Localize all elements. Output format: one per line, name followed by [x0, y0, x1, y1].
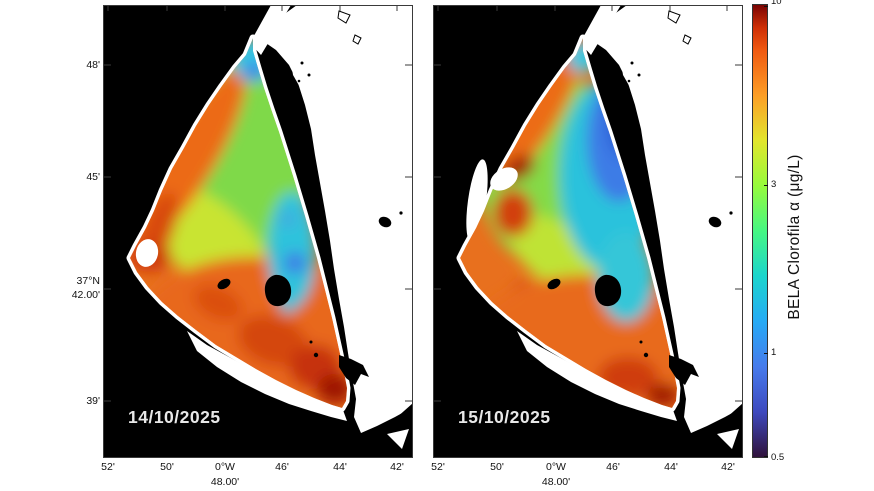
- west-rim-wide: [466, 159, 488, 243]
- date-label-left: 14/10/2025: [128, 407, 221, 427]
- salt-pond-islet: [627, 79, 631, 83]
- x-tick-46-r: 46': [606, 461, 620, 473]
- x-tick-44-l: 44': [333, 461, 347, 473]
- islet: [313, 352, 319, 358]
- offshore-islet: [399, 211, 403, 215]
- chl-patch: [280, 211, 296, 227]
- islet: [639, 340, 643, 344]
- colorbar-label-10: 10: [771, 0, 782, 7]
- chl-patch: [238, 315, 308, 367]
- island-perdiguera: [547, 278, 561, 290]
- se-corner-water: [717, 429, 739, 449]
- colorbar-label-3: 3: [771, 179, 777, 190]
- map-right-svg: 15/10/2025: [433, 5, 743, 458]
- se-corner-water: [387, 429, 409, 449]
- colorbar-label-1: 1: [771, 347, 777, 358]
- offshore-island: [708, 216, 722, 228]
- salt-pond-islet: [307, 73, 311, 77]
- island-baron: [594, 274, 622, 307]
- chl-patch: [317, 374, 347, 404]
- islet: [643, 352, 649, 358]
- island-baron: [264, 274, 292, 307]
- y-tick-45: 45': [86, 171, 100, 183]
- map-panel-left: 14/10/2025: [103, 5, 413, 458]
- x-tick-52-l: 52': [101, 461, 115, 473]
- x-tick-50-l: 50': [160, 461, 174, 473]
- se-corner-land: [669, 403, 743, 458]
- date-label-right: 15/10/2025: [458, 407, 551, 427]
- colorbar-tick-10: [764, 6, 768, 7]
- chl-patch: [493, 189, 533, 237]
- map-panel-right: 15/10/2025: [433, 5, 743, 458]
- panel-frame: [103, 5, 413, 458]
- map-left-svg: 14/10/2025: [103, 5, 413, 458]
- x-tick-42-l: 42': [390, 461, 404, 473]
- se-corner-land: [339, 403, 413, 458]
- y-tick-48: 48': [86, 59, 100, 71]
- x-tick-46-l: 46': [275, 461, 289, 473]
- salt-pond-islet: [297, 79, 301, 83]
- colorbar: [752, 4, 768, 458]
- x-tick-42-r: 42': [721, 461, 735, 473]
- colorbar-tick-3: [764, 185, 768, 186]
- colorbar-tick-05: [764, 456, 768, 457]
- north-rim-strip: [580, 5, 621, 55]
- mediterranean-sea: [588, 5, 743, 433]
- colorbar-tick-1: [764, 353, 768, 354]
- x-tick-44-r: 44': [664, 461, 678, 473]
- x-tick-0w48-l: 0°W 48.00': [210, 461, 240, 489]
- cape-black: [339, 355, 369, 385]
- panel-frame: [433, 5, 743, 458]
- island-perdiguera: [217, 278, 231, 290]
- coastline-contours: [667, 10, 692, 45]
- colorbar-title: BELA Clorofila α (μg/L): [786, 154, 803, 320]
- chl-patch: [193, 284, 243, 322]
- chl-patch: [647, 383, 677, 407]
- offshore-islet: [729, 211, 733, 215]
- y-tick-39: 39': [86, 395, 100, 407]
- colorbar-label-05: 0.5: [771, 452, 785, 463]
- offshore-island: [378, 216, 392, 228]
- salt-pond-islet: [637, 73, 641, 77]
- x-tick-52-r: 52': [431, 461, 445, 473]
- chl-patch: [284, 252, 306, 274]
- x-tick-0w48-r: 0°W 48.00': [541, 461, 571, 489]
- salt-pond-islet: [630, 61, 634, 65]
- cloud-gap: [490, 167, 518, 191]
- x-tick-50-r: 50': [490, 461, 504, 473]
- cape-black: [669, 355, 699, 385]
- mediterranean-sea: [258, 5, 413, 433]
- cloud-gap: [135, 239, 159, 267]
- salt-pond-islet: [300, 61, 304, 65]
- coastline-contours: [337, 10, 362, 45]
- y-tick-37n-42: 37°N 42.00': [71, 275, 100, 301]
- islet: [309, 340, 313, 344]
- north-rim-strip: [250, 5, 291, 55]
